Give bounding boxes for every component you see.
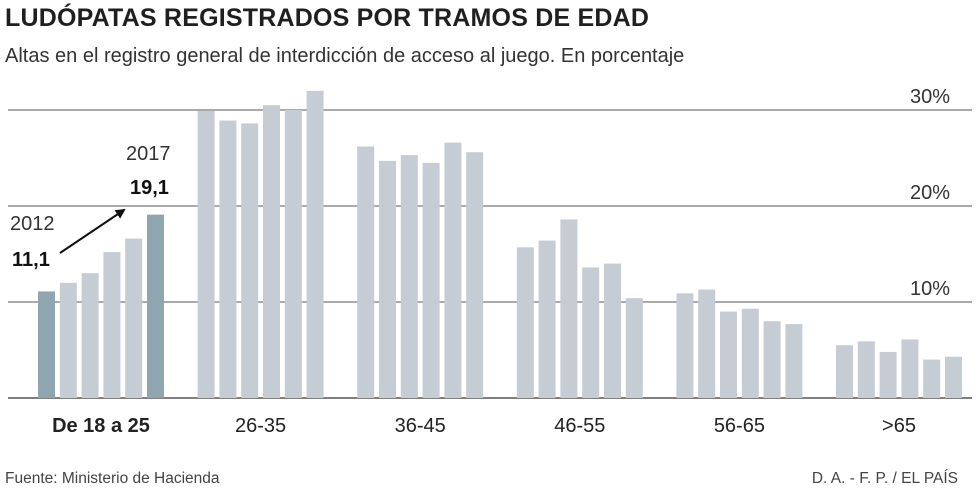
bar [538, 240, 556, 398]
bar [59, 282, 77, 398]
bar [785, 324, 803, 398]
bar [219, 120, 237, 398]
bar [720, 311, 737, 398]
bar [516, 247, 534, 398]
chart-title: LUDÓPATAS REGISTRADOS POR TRAMOS DE EDAD [5, 4, 650, 32]
bar [284, 110, 302, 398]
bar [400, 155, 418, 398]
x-category-label: 36-45 [395, 415, 446, 437]
bar [741, 308, 759, 398]
x-category-label: 26-35 [235, 415, 286, 437]
bar [560, 219, 578, 398]
y-tick-label: 30% [910, 86, 950, 108]
credit-note: D. A. - F. P. / EL PAÍS [811, 470, 958, 487]
bar [38, 291, 55, 398]
bar [197, 110, 215, 399]
annotation-start-year: 2012 [10, 213, 55, 235]
x-category-label: De 18 a 25 [52, 415, 150, 437]
bar [945, 356, 962, 398]
bar [444, 142, 462, 398]
trend-arrow-icon [59, 208, 126, 254]
bar [625, 298, 643, 398]
bar [306, 90, 324, 399]
bar [125, 238, 143, 398]
bar [466, 152, 484, 398]
annotation-end-year: 2017 [126, 143, 171, 165]
bar [147, 214, 164, 398]
x-category-label: 46-55 [554, 415, 605, 437]
bar [103, 252, 121, 398]
x-category-label: 56-65 [714, 415, 765, 437]
bar [901, 339, 919, 398]
y-tick-label: 10% [910, 278, 950, 300]
annotation-end-value: 19,1 [130, 177, 169, 199]
chart-subtitle: Altas en el registro general de interdic… [5, 45, 685, 67]
bar [81, 273, 99, 398]
bar [241, 123, 259, 398]
bar [604, 263, 621, 398]
bar [676, 293, 694, 398]
source-note: Fuente: Ministerio de Hacienda [5, 470, 220, 487]
bar [422, 162, 440, 398]
bar [763, 321, 781, 398]
bar [263, 105, 280, 398]
bar [698, 289, 716, 398]
bar [836, 345, 853, 398]
bar [357, 146, 375, 398]
y-tick-label: 20% [910, 182, 950, 204]
annotation-start-value: 11,1 [12, 249, 50, 271]
bar [923, 359, 941, 398]
bar [857, 341, 875, 398]
x-category-label: >65 [882, 415, 916, 437]
bar [582, 267, 600, 398]
bar [379, 160, 396, 398]
bar [879, 351, 897, 398]
